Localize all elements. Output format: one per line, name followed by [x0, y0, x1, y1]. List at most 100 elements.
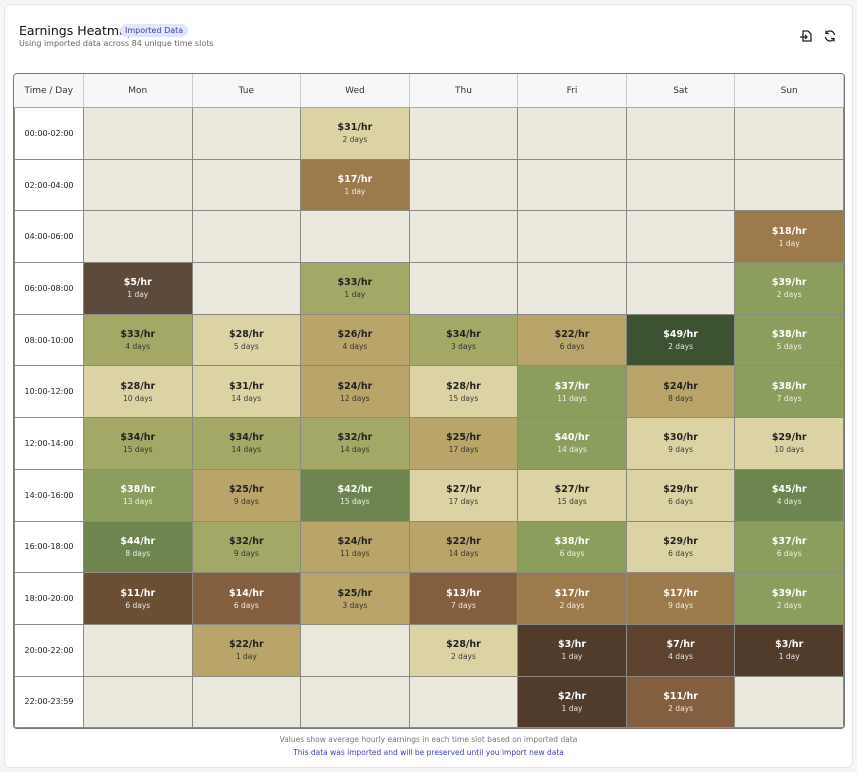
cell-rate: $17/hr: [554, 587, 590, 599]
heatmap-cell: $26/hr 4 days: [300, 313, 410, 367]
import-note: This data was imported and will be prese…: [293, 748, 564, 757]
heatmap-cell: $17/hr 1 day: [300, 158, 410, 212]
heatmap-cell: $34/hr 3 days: [408, 313, 519, 367]
title: Earnings Heatmap: [19, 23, 135, 38]
heatmap-frame: Time / Day Mon Tue Wed Thu Fri Sat Sun 00:00-02…: [13, 73, 845, 730]
cell-days: 6 days: [668, 548, 694, 558]
import-button[interactable]: [799, 29, 813, 43]
heatmap-cell: $38/hr 5 days: [734, 313, 844, 367]
cell-rate: $28/hr: [228, 329, 264, 341]
cell-rate: $39/hr: [771, 587, 807, 599]
cell-days: 8 days: [668, 393, 694, 403]
cell-rate: $17/hr: [663, 587, 698, 599]
heatmap-cell: $3/hr 1 day: [517, 623, 627, 677]
cell-days: 13 days: [122, 497, 153, 507]
heatmap-cell: $28/hr 2 days: [408, 623, 519, 677]
heatmap-cell: [625, 107, 736, 160]
heatmap-cell: $31/hr 2 days: [300, 107, 410, 160]
time-label: 20:00-22:00: [14, 623, 84, 677]
heatmap-cell: $45/hr 4 days: [734, 468, 844, 522]
heatmap-cell: [300, 675, 410, 729]
heatmap-cell: $49/hr 2 days: [625, 313, 736, 367]
heatmap-cell: [625, 262, 736, 315]
cell-days: 9 days: [233, 548, 259, 558]
heatmap-cell: [408, 158, 519, 212]
cell-days: 14 days: [448, 548, 479, 558]
heatmap-cell: $38/hr 7 days: [734, 365, 844, 419]
time-label: 14:00-16:00: [14, 468, 84, 522]
cell-rate: $32/hr: [337, 432, 373, 444]
cell-rate: $18/hr: [771, 225, 807, 237]
heatmap-row: 02:00-04:00 $17/hr 1 day: [14, 158, 844, 212]
heatmap-cell: $29/hr 6 days: [625, 520, 736, 574]
heatmap-cell: $28/hr 10 days: [83, 365, 193, 419]
heatmap-cell: $29/hr 6 days: [625, 468, 736, 522]
heatmap-cell: [83, 158, 193, 212]
cell-days: 1 day: [127, 290, 149, 300]
cell-days: 1 day: [561, 703, 583, 713]
heatmap-cell: $18/hr 1 day: [734, 210, 844, 264]
cell-rate: $40/hr: [554, 432, 590, 444]
cell-rate: $17/hr: [337, 174, 373, 186]
cell-rate: $2/hr: [557, 690, 587, 702]
cell-rate: $30/hr: [663, 432, 698, 444]
badge: Imported Data: [120, 24, 189, 37]
heatmap-cell: $38/hr 13 days: [83, 468, 193, 522]
cell-rate: $34/hr: [446, 329, 481, 341]
cell-rate: $38/hr: [554, 535, 590, 547]
heatmap-cell: $40/hr 14 days: [517, 417, 627, 470]
cell-rate: $38/hr: [771, 380, 807, 392]
column-header: Fri: [517, 74, 627, 108]
cell-days: 6 days: [776, 548, 802, 558]
heatmap-cell: $25/hr 17 days: [408, 417, 519, 470]
cell-days: 9 days: [668, 445, 694, 455]
time-label: 16:00-18:00: [14, 520, 84, 574]
cell-rate: $33/hr: [120, 329, 156, 341]
time-label: 22:00-23:59: [14, 675, 84, 729]
heatmap-table: Time / Day Mon Tue Wed Thu Fri Sat Sun 00:00-02…: [14, 74, 844, 729]
cell-days: 1 day: [778, 238, 800, 248]
heatmap-cell: $34/hr 15 days: [83, 417, 193, 470]
heatmap-cell: [83, 675, 193, 729]
cell-days: 9 days: [668, 600, 694, 610]
refresh-button[interactable]: [823, 29, 837, 43]
cell-days: 2 days: [776, 290, 802, 300]
cell-days: 15 days: [122, 445, 153, 455]
heatmap-cell: $5/hr 1 day: [83, 262, 193, 315]
cell-days: 17 days: [448, 497, 479, 507]
heatmap-cell: $3/hr 1 day: [734, 623, 844, 677]
cell-days: 5 days: [233, 342, 259, 352]
heatmap-cell: $39/hr 2 days: [734, 262, 844, 315]
cell-days: 7 days: [776, 393, 802, 403]
cell-rate: $22/hr: [446, 535, 481, 547]
cell-rate: $5/hr: [123, 277, 152, 289]
cell-rate: $24/hr: [337, 535, 373, 547]
heatmap-cell: $24/hr 8 days: [625, 365, 736, 419]
cell-days: 2 days: [451, 652, 476, 662]
cell-days: 1 day: [778, 652, 800, 662]
subtitle: Using imported data across 84 unique tim…: [19, 39, 214, 48]
cell-days: 1 day: [344, 290, 366, 300]
cell-days: 10 days: [122, 393, 153, 403]
heatmap-cell: [734, 158, 844, 212]
column-header: Thu: [409, 74, 519, 108]
heatmap-cell: $24/hr 11 days: [300, 520, 410, 574]
heatmap-cell: $7/hr 4 days: [625, 623, 736, 677]
cell-rate: $31/hr: [228, 380, 264, 392]
heatmap-row: 00:00-02:00 $31/hr 2 days: [14, 107, 844, 160]
column-header: Mon: [83, 74, 193, 108]
cell-rate: $11/hr: [120, 587, 156, 599]
cell-rate: $29/hr: [663, 535, 698, 547]
header-row: Time / Day Mon Tue Wed Thu Fri Sat Sun: [14, 74, 844, 108]
cell-days: 10 days: [774, 445, 804, 455]
cell-rate: $38/hr: [771, 329, 807, 341]
time-label: 10:00-12:00: [14, 365, 84, 419]
heatmap-cell: [408, 262, 519, 315]
cell-days: 2 days: [668, 703, 694, 713]
cell-days: 4 days: [668, 652, 694, 662]
cell-days: 1 day: [235, 652, 257, 662]
cell-days: 6 days: [559, 342, 585, 352]
time-label: 08:00-10:00: [14, 313, 84, 367]
cell-rate: $25/hr: [228, 484, 264, 496]
